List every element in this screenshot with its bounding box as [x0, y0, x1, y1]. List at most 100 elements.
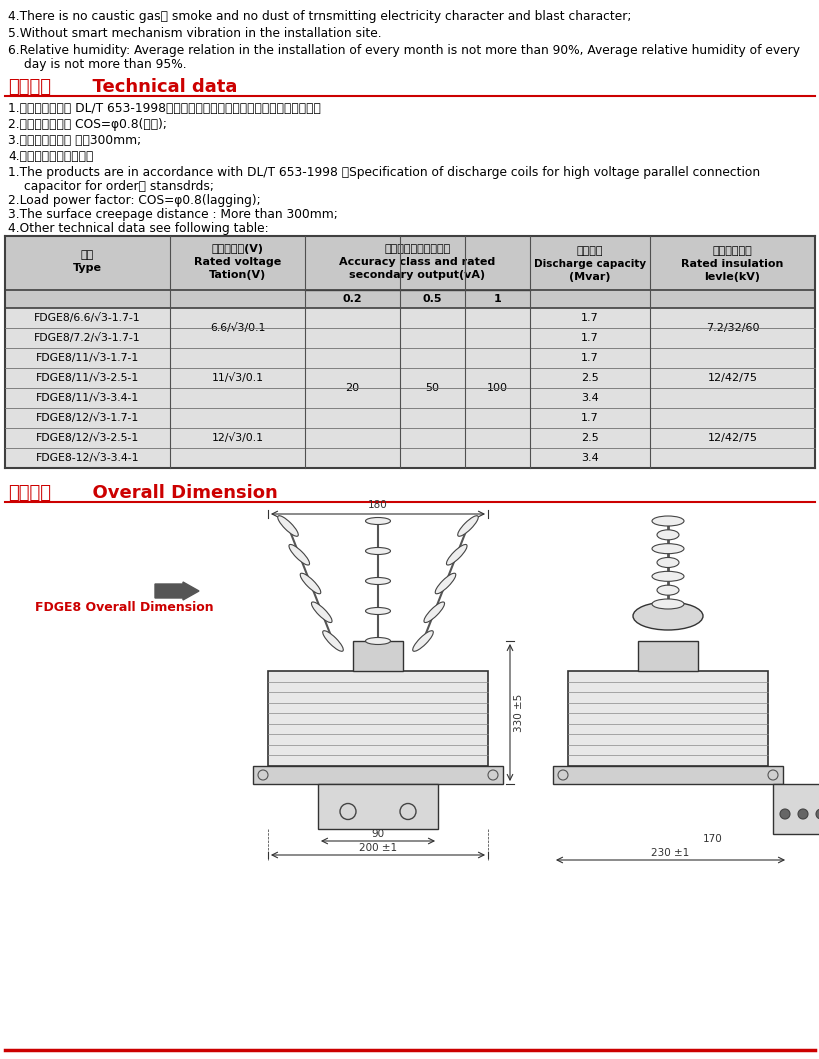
Bar — [552, 766, 782, 784]
Text: FDGE8/11/√3-3.4-1: FDGE8/11/√3-3.4-1 — [36, 393, 139, 403]
Bar — [5, 236, 814, 290]
Text: 额定电压比(V): 额定电压比(V) — [211, 244, 263, 254]
Text: 11/√3/0.1: 11/√3/0.1 — [211, 373, 263, 383]
Text: secondary output(vA): secondary output(vA) — [349, 270, 485, 280]
Text: 6.Relative humidity: Average relation in the installation of every month is not : 6.Relative humidity: Average relation in… — [8, 44, 799, 57]
Text: 330 ±5: 330 ±5 — [514, 694, 523, 732]
Ellipse shape — [311, 602, 332, 623]
Text: FDGE8-12/√3-3.4-1: FDGE8-12/√3-3.4-1 — [36, 453, 139, 463]
Text: 3.4: 3.4 — [581, 453, 598, 463]
Ellipse shape — [365, 577, 390, 585]
Text: 4.其它技术参数见下表：: 4.其它技术参数见下表： — [8, 150, 93, 163]
Text: Technical data: Technical data — [80, 78, 237, 96]
Ellipse shape — [288, 544, 309, 566]
Text: 7.2/32/60: 7.2/32/60 — [705, 323, 758, 333]
Bar — [5, 348, 814, 367]
Ellipse shape — [423, 602, 444, 623]
Bar — [253, 766, 502, 784]
Text: 20: 20 — [345, 383, 359, 393]
Text: 1.7: 1.7 — [581, 313, 598, 323]
Bar — [5, 308, 814, 328]
Text: 1.7: 1.7 — [581, 353, 598, 363]
Text: levle(kV): levle(kV) — [704, 272, 759, 282]
Text: FDGE8/11/√3-1.7-1: FDGE8/11/√3-1.7-1 — [36, 353, 139, 363]
Ellipse shape — [651, 543, 683, 554]
Text: 放电容量: 放电容量 — [576, 246, 603, 256]
Text: FDGE8/12/√3-1.7-1: FDGE8/12/√3-1.7-1 — [36, 413, 139, 423]
Text: 0.2: 0.2 — [342, 294, 362, 304]
Text: 12/42/75: 12/42/75 — [707, 433, 757, 443]
Bar — [637, 641, 697, 671]
Text: Discharge capacity: Discharge capacity — [533, 259, 645, 269]
Text: 准确级及额定二次输出: 准确级及额定二次输出 — [384, 244, 450, 254]
Bar — [772, 784, 819, 834]
Circle shape — [779, 809, 789, 819]
Text: 3.The surface creepage distance : More than 300mm;: 3.The surface creepage distance : More t… — [8, 208, 337, 221]
Text: 12/42/75: 12/42/75 — [707, 373, 757, 383]
Text: Accuracy class and rated: Accuracy class and rated — [339, 257, 495, 267]
Text: 180: 180 — [368, 500, 387, 510]
Ellipse shape — [365, 518, 390, 524]
Circle shape — [815, 809, 819, 819]
Text: 2.5: 2.5 — [581, 433, 598, 443]
Ellipse shape — [457, 516, 477, 536]
Text: 1.7: 1.7 — [581, 413, 598, 423]
Text: 6.6/√3/0.1: 6.6/√3/0.1 — [210, 323, 265, 333]
Text: 3.4: 3.4 — [581, 393, 598, 403]
Bar — [352, 641, 402, 671]
Text: 50: 50 — [425, 383, 439, 393]
Text: FDGE8/11/√3-2.5-1: FDGE8/11/√3-2.5-1 — [36, 373, 139, 383]
Bar — [5, 290, 814, 308]
Bar — [5, 448, 814, 468]
Bar — [318, 784, 437, 829]
Ellipse shape — [300, 573, 320, 594]
Text: 2.Load power factor: COS=φ0.8(lagging);: 2.Load power factor: COS=φ0.8(lagging); — [8, 194, 260, 207]
Ellipse shape — [632, 602, 702, 630]
Bar — [5, 388, 814, 408]
Bar — [5, 367, 814, 388]
Ellipse shape — [651, 516, 683, 526]
Ellipse shape — [365, 608, 390, 614]
Text: 2.5: 2.5 — [581, 373, 598, 383]
Ellipse shape — [365, 638, 390, 645]
Ellipse shape — [446, 544, 467, 566]
Text: Rated voltage: Rated voltage — [193, 257, 281, 267]
Ellipse shape — [365, 548, 390, 555]
Text: 1: 1 — [493, 294, 500, 304]
Ellipse shape — [656, 530, 678, 540]
Ellipse shape — [323, 631, 343, 651]
FancyArrow shape — [155, 582, 199, 600]
Ellipse shape — [278, 516, 298, 536]
Text: Tation(V): Tation(V) — [209, 270, 266, 280]
Bar — [268, 671, 487, 766]
Ellipse shape — [651, 572, 683, 581]
Ellipse shape — [435, 573, 455, 594]
Text: 12/√3/0.1: 12/√3/0.1 — [211, 433, 263, 443]
Bar — [5, 408, 814, 428]
Text: 2.负荷功率因数： COS=φ0.8(滞后);: 2.负荷功率因数： COS=φ0.8(滞后); — [8, 118, 167, 131]
Bar — [568, 671, 767, 766]
Text: 4.There is no caustic gas， smoke and no dust of trnsmitting electricity characte: 4.There is no caustic gas， smoke and no … — [8, 10, 631, 23]
Text: 4.Other technical data see following table:: 4.Other technical data see following tab… — [8, 222, 269, 235]
Ellipse shape — [651, 599, 683, 609]
Text: 90: 90 — [371, 829, 384, 839]
Text: FDGE8/7.2/√3-1.7-1: FDGE8/7.2/√3-1.7-1 — [34, 333, 141, 343]
Text: 170: 170 — [702, 834, 722, 844]
Ellipse shape — [656, 586, 678, 595]
Text: 230 ±1: 230 ±1 — [650, 848, 689, 858]
Bar — [5, 328, 814, 348]
Text: 1.The products are in accordance with DL/T 653-1998 《Specification of discharge : 1.The products are in accordance with DL… — [8, 166, 759, 179]
Text: 外形尺寸: 外形尺寸 — [8, 484, 51, 502]
Text: FDGE8/12/√3-2.5-1: FDGE8/12/√3-2.5-1 — [36, 433, 139, 443]
Text: 1.产品执行标准： DL/T 653-1998《电压并联电容器用放电线圈订货技术条件》；: 1.产品执行标准： DL/T 653-1998《电压并联电容器用放电线圈订货技术… — [8, 102, 320, 115]
Text: FDGE8 Overall Dimension: FDGE8 Overall Dimension — [35, 602, 214, 614]
Text: 3.表面爬电距离： 大于300mm;: 3.表面爬电距离： 大于300mm; — [8, 134, 141, 147]
Ellipse shape — [412, 631, 432, 651]
Text: 1.7: 1.7 — [581, 333, 598, 343]
Circle shape — [797, 809, 807, 819]
Text: Type: Type — [73, 263, 102, 273]
Ellipse shape — [656, 557, 678, 568]
Text: capacitor for order》 stansdrds;: capacitor for order》 stansdrds; — [24, 180, 214, 193]
Text: 100: 100 — [486, 383, 508, 393]
Text: 技术参数: 技术参数 — [8, 78, 51, 96]
